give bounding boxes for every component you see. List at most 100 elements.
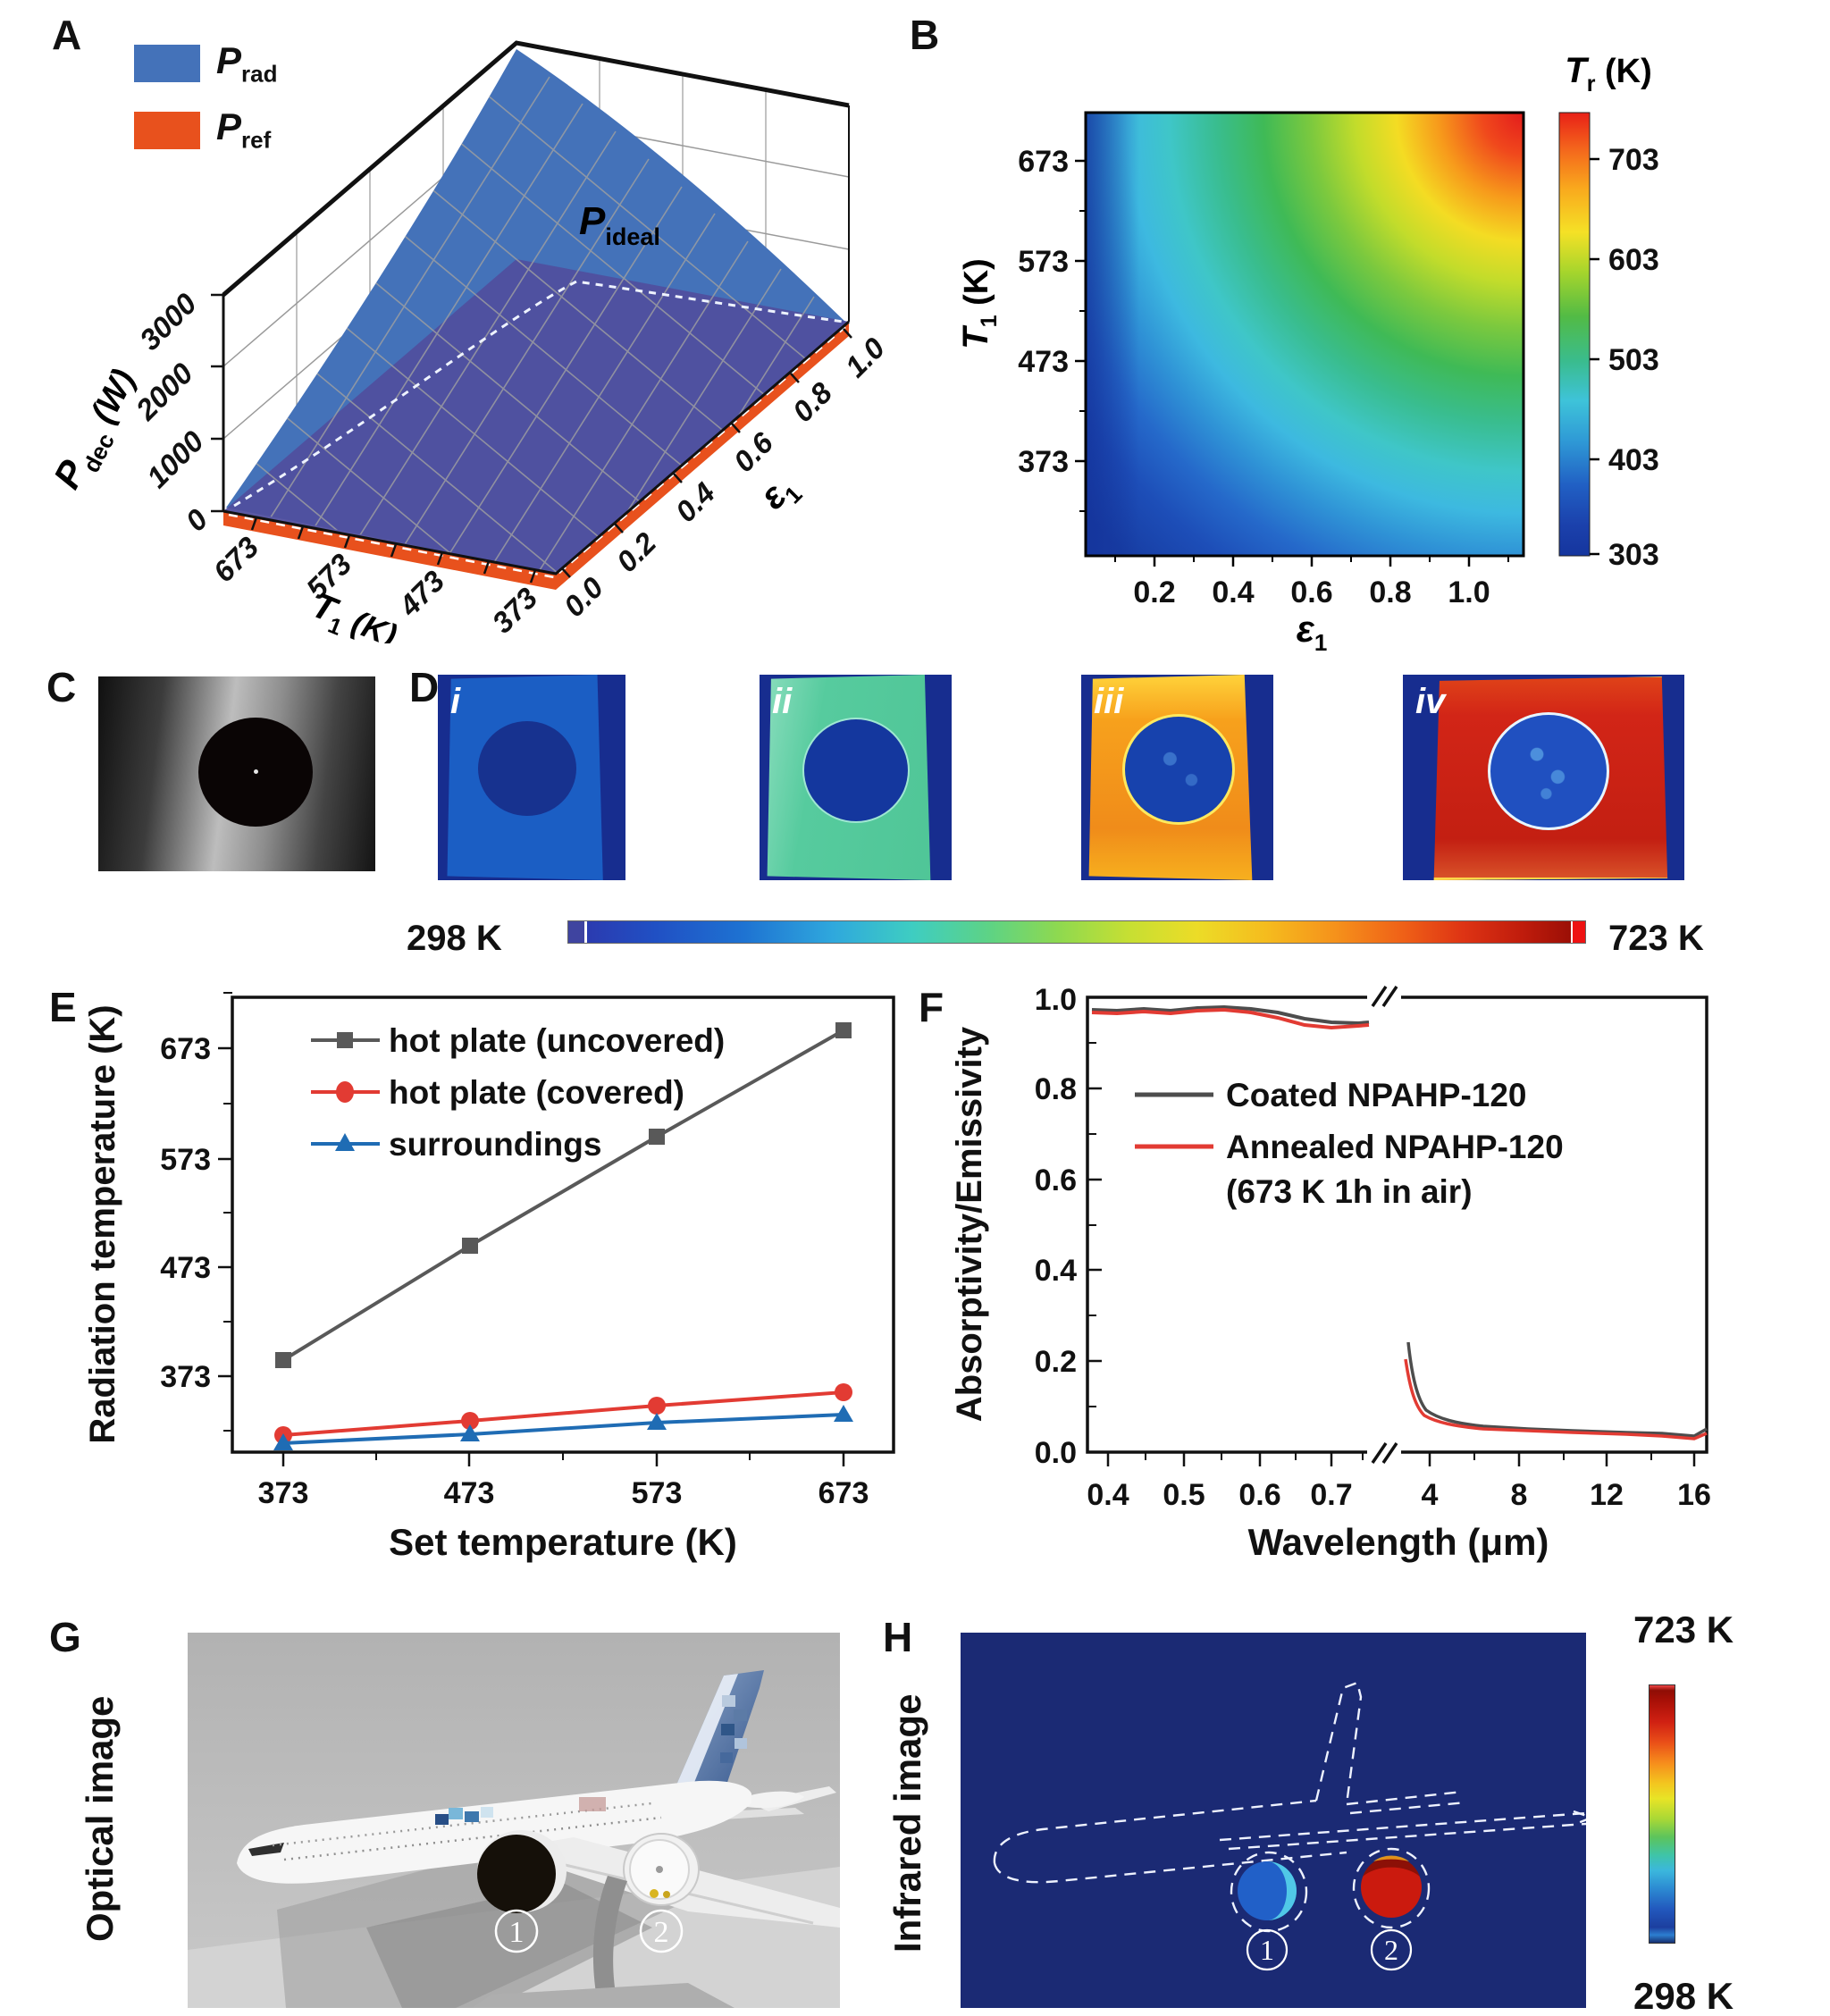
e-legend-label: hot plate (covered)	[389, 1074, 684, 1111]
x-tick: 473	[392, 564, 451, 623]
panel-c-label: C	[46, 664, 77, 710]
f-y-axis-label: Absorptivity/Emissivity	[950, 1026, 989, 1422]
legend-item: Pref	[134, 105, 277, 154]
e-y-tick: 373	[160, 1360, 211, 1394]
wing-line-top	[1219, 1811, 1586, 1842]
frame-label: i	[450, 682, 461, 721]
b-y-axis-label: T1 (K)	[956, 258, 1002, 349]
f-y-ticks	[1087, 995, 1102, 1454]
b-colorbar-ticks	[1590, 157, 1599, 556]
e-y-tick: 573	[160, 1143, 211, 1177]
frame-label: iii	[1094, 682, 1124, 721]
cold-disk	[1122, 714, 1235, 825]
main-window-row	[283, 1816, 662, 1861]
z-tick: 2000	[129, 356, 199, 426]
fuselage-bottom-outline	[993, 1851, 1347, 1884]
engine-1-coated	[477, 1830, 567, 1913]
b-colorbar	[1558, 112, 1591, 557]
f-x-tick: 16	[1677, 1478, 1711, 1512]
marker-2-digit: 2	[1384, 1934, 1398, 1966]
panel-b-heatmap-chart: 673 573 473 373 T1 (K) 0.2 0.4 0.6 0.8 1…	[956, 51, 1659, 652]
panel-g-optical-photo: 1 2	[188, 1633, 840, 2008]
surface-mesh	[226, 76, 847, 574]
b-x-tick: 1.0	[1448, 575, 1490, 609]
b-cb-tick: 603	[1608, 243, 1659, 277]
d-colorbar-gradient	[587, 921, 1571, 943]
engine-2-hot	[1361, 1855, 1422, 1918]
b-x-ticks	[1114, 556, 1509, 567]
b-cb-tick: 403	[1608, 443, 1659, 477]
panel-a-3d-surface-chart: 3000 2000 1000 0 Pdec (W) 673 573 473 37…	[46, 40, 892, 643]
b-cb-tick: 703	[1608, 143, 1659, 177]
b-x-tick: 0.4	[1212, 575, 1254, 609]
f-legend-label: Coated NPAHP-120	[1226, 1077, 1527, 1113]
e-tick: 1.0	[839, 331, 892, 383]
x-tick: 373	[485, 581, 543, 639]
f-legend: Coated NPAHP-120 Annealed NPAHP-120 (673…	[1135, 1077, 1564, 1210]
marker-1: 1	[494, 1909, 539, 1953]
f-x-tick: 0.5	[1163, 1478, 1205, 1512]
stand-arm	[592, 1876, 627, 2008]
f-y-tick: 0.0	[1035, 1436, 1077, 1470]
b-y-ticks	[1075, 159, 1086, 512]
b-y-tick: 673	[1018, 145, 1069, 179]
b-x-axis-label: ε1	[1297, 608, 1328, 652]
panel-a-label: A	[52, 12, 82, 58]
f-y-tick: 0.6	[1035, 1163, 1077, 1197]
panel-c-optical-photo	[98, 676, 375, 871]
panel-h-infrared-photo: 1 2	[961, 1633, 1586, 2008]
panel-b-label: B	[910, 12, 940, 58]
d-colorbar-left-cap	[568, 921, 584, 943]
panel-e-label: E	[49, 984, 77, 1030]
b-x-tick: 0.6	[1290, 575, 1332, 609]
z-axis-label: Pdec (W)	[46, 361, 150, 499]
yellow-mark	[663, 1891, 670, 1898]
hub	[656, 1866, 663, 1873]
panel-a-legend: Prad Pref	[134, 39, 277, 172]
fuselage	[237, 1780, 751, 1884]
ir-frame-i: i	[438, 675, 625, 880]
annealed-curve-left	[1091, 1007, 1370, 1030]
h-scale-min: 298 K	[1633, 1975, 1734, 2016]
f-x-tick: 0.7	[1310, 1478, 1352, 1512]
f-x-tick: 12	[1590, 1478, 1624, 1512]
legend-label: Pref	[216, 105, 272, 154]
airplane-ir-image: 1 2	[961, 1633, 1586, 2008]
p-ideal-annotation: Pideal	[579, 199, 660, 250]
stand-base	[472, 1983, 735, 2008]
x-axis-ticks	[250, 517, 537, 584]
panel-g-caption: Optical image	[79, 1695, 121, 1942]
z-tick: 3000	[133, 286, 204, 357]
z-tick: 0	[179, 502, 214, 538]
e-axis-ticks	[561, 328, 852, 578]
e-x-tick: 473	[444, 1476, 495, 1510]
e-legend-label: hot plate (uncovered)	[389, 1022, 725, 1059]
cold-disk	[1488, 712, 1609, 830]
marker-1-digit: 1	[1260, 1934, 1274, 1966]
f-y-tick: 1.0	[1035, 983, 1077, 1017]
marker-2-digit: 2	[654, 1916, 669, 1949]
e-plot-frame	[231, 995, 895, 1454]
heatmap-border	[1084, 111, 1525, 558]
legend-label: Prad	[216, 39, 278, 88]
panel-d-label: D	[409, 664, 440, 710]
x-tick: 673	[206, 530, 264, 588]
marker-2: 2	[639, 1909, 684, 1953]
marker-1-digit: 1	[509, 1916, 525, 1949]
z-axis-ticks	[211, 293, 223, 513]
ir-frame-iv: iv	[1403, 675, 1684, 880]
coated-curve-left	[1091, 1004, 1370, 1026]
f-curves	[1091, 1004, 1708, 1441]
legend-item: Prad	[134, 39, 277, 88]
engine-2-uncoated	[623, 1833, 700, 1906]
panel-f-label: F	[919, 984, 944, 1030]
wing-tip	[1573, 1810, 1586, 1827]
e-y-tick: 473	[160, 1251, 211, 1285]
x-axis-label: T1 (K)	[304, 585, 402, 643]
marker-1: 1	[1246, 1928, 1289, 1971]
d-colorbar-right-cap	[1573, 921, 1585, 943]
p-ref-swatch	[134, 111, 200, 149]
engine-1-cold	[1238, 1861, 1297, 1920]
heatmap-left-shade	[1086, 113, 1139, 556]
